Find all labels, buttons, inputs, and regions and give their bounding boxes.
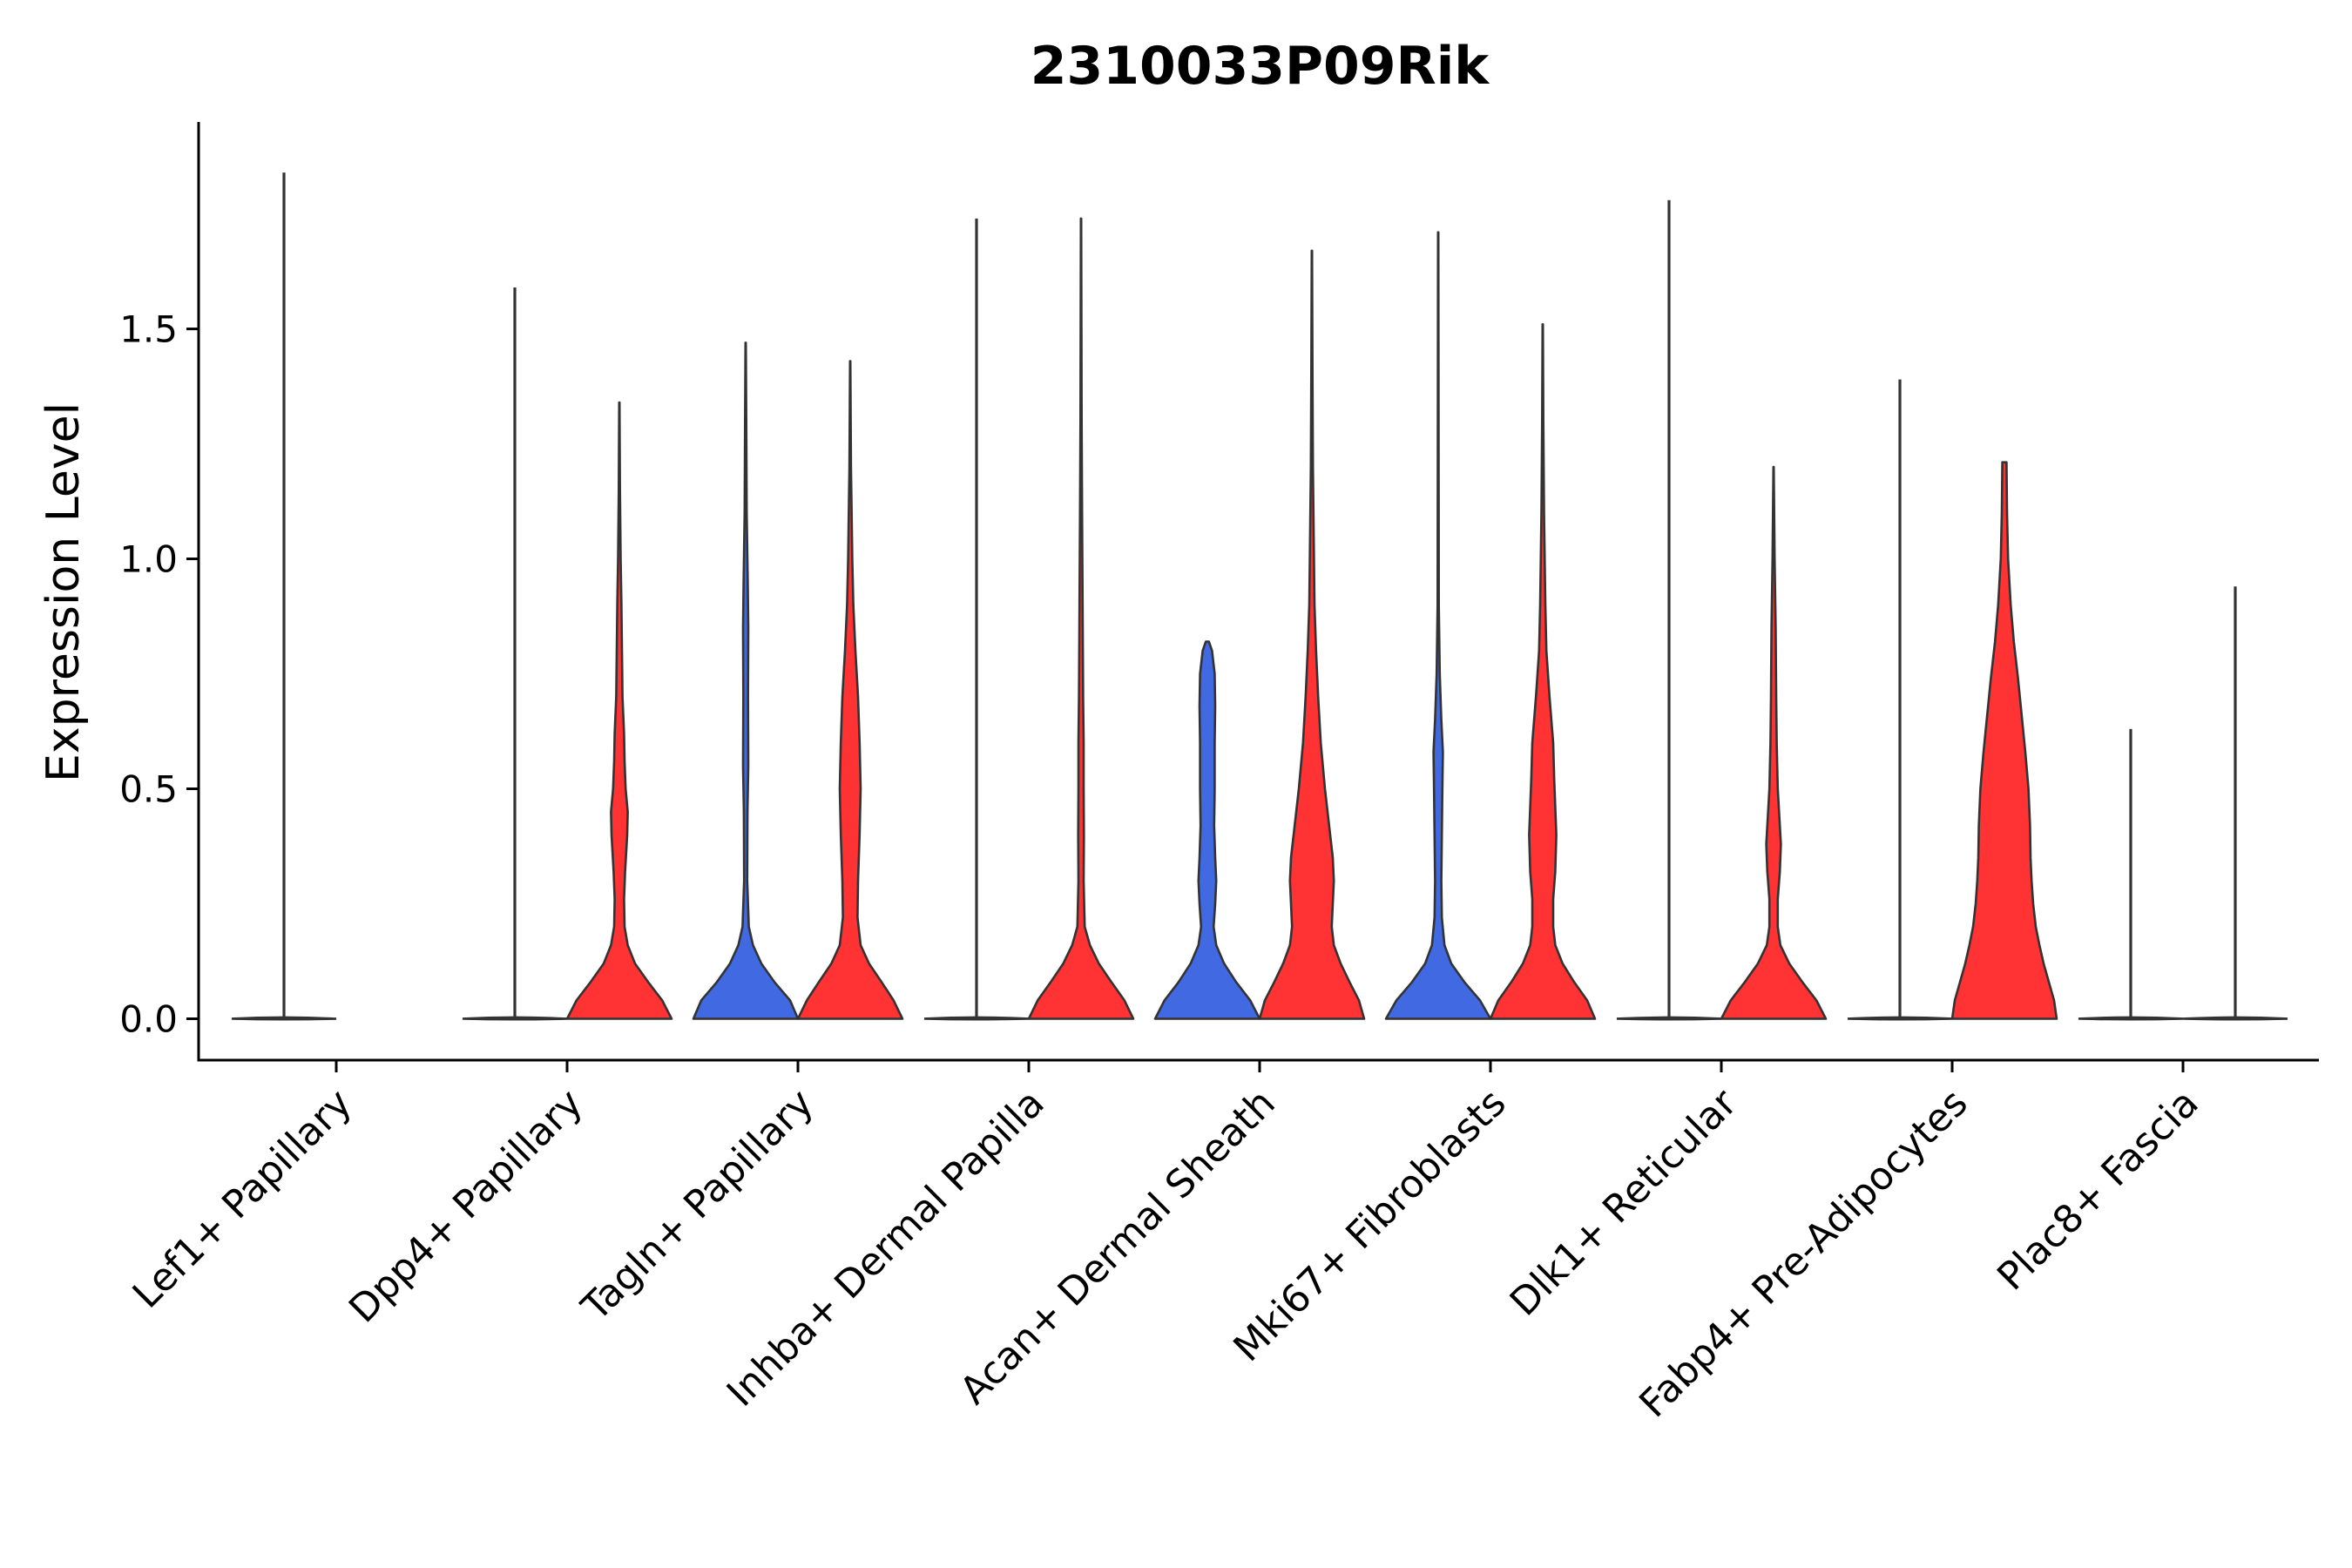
violin-dlk1-reticular-group-2 [1720,465,1828,1020]
x-tick-label-dlk1-reticular: Dlk1+ Reticular [1502,1080,1747,1325]
violin-tagln-papillary-group-1 [692,341,800,1020]
violin-acan-dermal-sheath-group-1 [1153,640,1261,1020]
y-tick-label-1: 0.5 [119,768,178,811]
violin-layer [231,172,2288,1021]
y-tick-label-0: 0.0 [119,997,178,1040]
violin-tagln-papillary-group-2 [796,360,904,1020]
violin-mki67-fibroblasts-group-1 [1384,231,1492,1020]
y-axis-title: Expression Level [37,402,90,782]
violin-mki67-fibroblasts-group-2 [1489,323,1597,1020]
x-tick-label-lef1-papillary: Lef1+ Papillary [125,1081,361,1317]
violin-inhba-dermal-papilla-group-2 [1027,217,1135,1020]
violin-fabp4-pre-adipocytes-group-2 [1950,461,2058,1020]
x-tick-label-tagln-papillary: Tagln+ Papillary [573,1081,822,1330]
y-tick-label-3: 1.5 [119,308,178,351]
y-tick-label-2: 1.0 [119,538,178,581]
violin-acan-dermal-sheath-group-2 [1258,249,1366,1020]
x-tick-label-plac8-fascia: Plac8+ Fascia [1989,1081,2207,1300]
chart-title: 2310033P09Rik [1031,36,1490,97]
violin-dpp4-papillary-group-2 [565,401,673,1020]
x-tick-label-dpp4-papillary: Dpp4+ Papillary [341,1081,591,1332]
